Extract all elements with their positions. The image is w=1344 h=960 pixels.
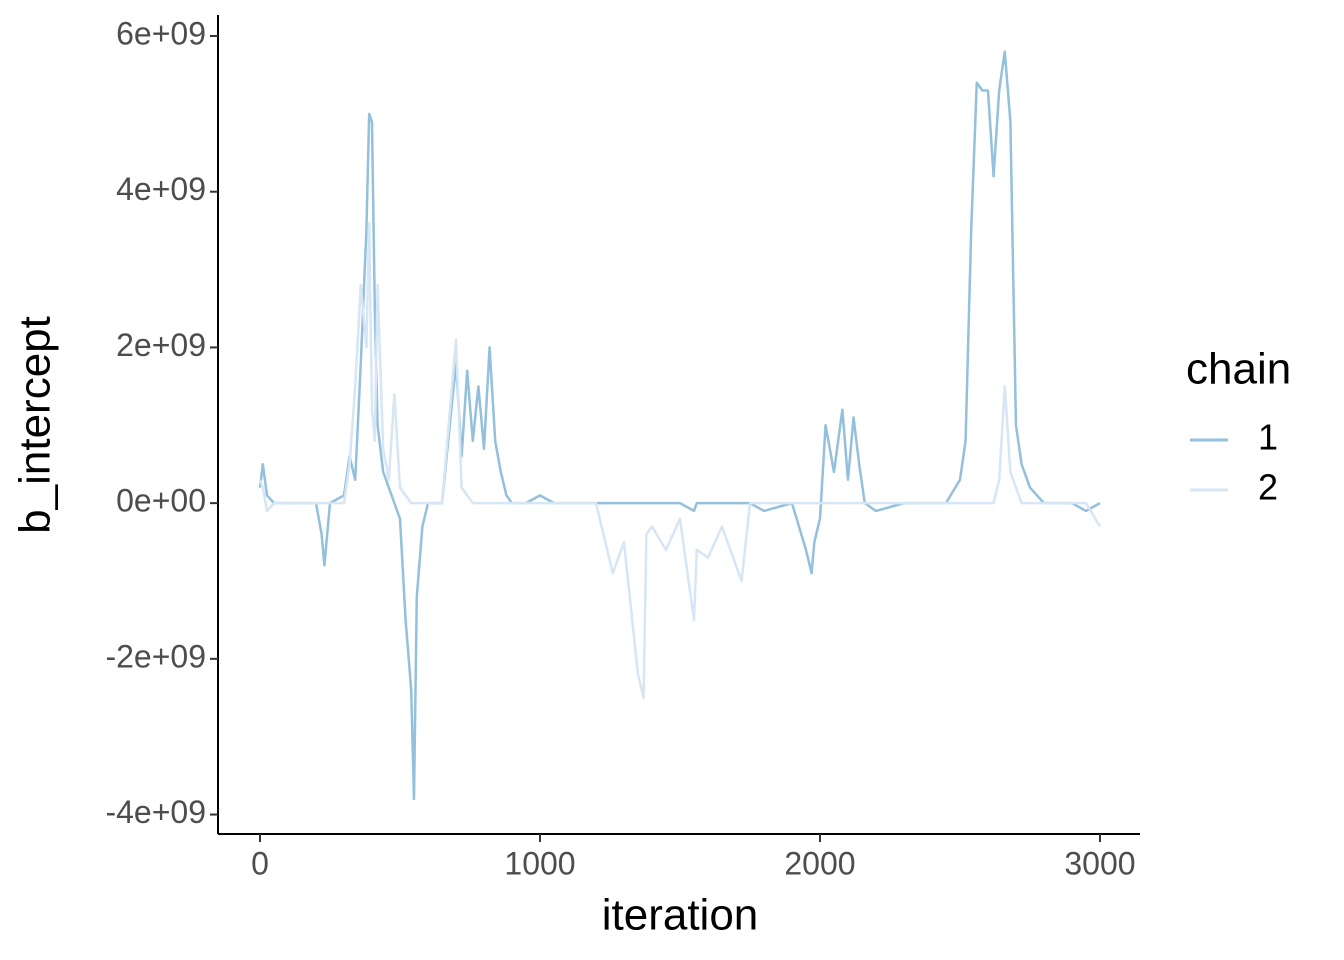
x-tick-label: 0 [251,845,269,881]
y-tick-label: 0e+00 [116,483,206,519]
y-tick-label: 4e+09 [116,171,206,207]
series-line [258,221,1102,700]
y-tick-label: 6e+09 [116,15,206,51]
x-axis-title: iteration [602,891,759,940]
y-tick-label: 2e+09 [116,327,206,363]
y-tick-label: -2e+09 [105,638,206,674]
legend-label: 1 [1258,417,1278,458]
y-tick-label: -4e+09 [105,794,206,830]
y-axis-title: b_intercept [11,316,60,534]
x-tick-label: 2000 [784,845,855,881]
x-tick-label: 1000 [504,845,575,881]
legend-label: 2 [1258,467,1278,508]
series-line [258,50,1101,801]
x-tick-label: 3000 [1064,845,1135,881]
legend-title: chain [1186,345,1291,394]
